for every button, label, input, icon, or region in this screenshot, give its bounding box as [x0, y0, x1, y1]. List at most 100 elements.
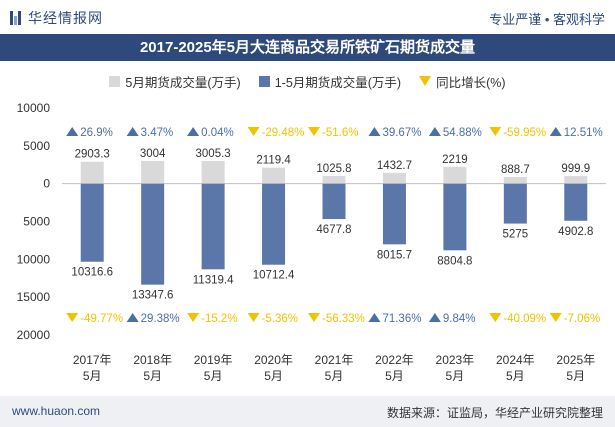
y-tick-label: 5000 — [23, 215, 50, 229]
footer: www.huaon.com 数据来源：证监局，华经产业研究院整理 — [0, 396, 615, 427]
triangle-down-icon — [308, 313, 320, 322]
top-bar: 华经情报网 专业严谨 • 客观科学 — [0, 0, 615, 34]
footer-source: 数据来源：证监局，华经产业研究院整理 — [386, 406, 603, 420]
growth-label-ytd: -5.36% — [262, 313, 298, 325]
triangle-down-icon — [489, 127, 502, 136]
data-label-ytd: 8804.8 — [437, 255, 472, 267]
x-tick-label: 2024年 5月 — [496, 353, 535, 383]
growth-label-ytd: -40.09% — [503, 313, 546, 325]
growth-label-monthly: 26.9% — [80, 127, 113, 139]
x-tick-label: 2025年 5月 — [556, 353, 595, 383]
bar-ytd — [382, 183, 406, 245]
growth-label-ytd: -7.06% — [564, 313, 600, 325]
triangle-down-icon — [187, 313, 200, 322]
x-tick-label: 2017年 5月 — [73, 353, 112, 383]
bar-monthly — [443, 166, 467, 184]
data-label-monthly: 1432.7 — [377, 160, 412, 172]
growth-label-ytd: -56.33% — [322, 313, 365, 325]
data-label-ytd: 8015.7 — [377, 249, 412, 261]
data-label-monthly: 999.9 — [561, 163, 590, 175]
x-tick-label: 2022年 5月 — [375, 353, 414, 383]
y-tick-label: 10000 — [17, 252, 51, 266]
y-tick-label: 20000 — [17, 328, 51, 342]
data-label-ytd: 5275 — [503, 229, 529, 241]
legend-item-monthly: 5月期货成交量(万手) — [109, 72, 241, 91]
data-label-ytd: 10712.4 — [253, 270, 295, 282]
data-label-monthly: 2219 — [442, 154, 468, 166]
y-tick-label: 15000 — [17, 290, 51, 304]
growth-label-ytd: -15.2% — [201, 313, 237, 325]
bar-monthly — [201, 160, 225, 184]
x-tick-label: 2021年 5月 — [315, 353, 354, 383]
triangle-up-icon — [126, 127, 139, 136]
chart-plot: 10000 5000 0 5000 10000 15000 20000 2903.3 10316… — [17, 101, 606, 383]
triangle-down-icon — [549, 313, 562, 322]
data-label-monthly: 2903.3 — [75, 149, 110, 161]
growth-label-monthly: 3.47% — [141, 127, 174, 139]
growth-label-ytd: -49.77% — [80, 313, 123, 325]
bar-ytd — [564, 183, 588, 221]
growth-label-monthly: -59.95% — [503, 127, 546, 139]
bar-monthly — [141, 160, 165, 184]
data-label-monthly: 2119.4 — [256, 155, 291, 167]
triangle-up-icon — [126, 313, 139, 322]
y-tick-label: 10000 — [17, 101, 51, 115]
bar-ytd — [443, 183, 467, 251]
legend-label-growth: 同比增长(%) — [436, 75, 506, 90]
chart-legend: 5月期货成交量(万手) 1-5月期货成交量(万手) 同比增长(%) — [0, 70, 615, 92]
y-tick-label: 5000 — [23, 139, 50, 153]
bar-ytd — [201, 183, 225, 270]
y-tick-label: 0 — [43, 177, 50, 191]
data-label-ytd: 4677.8 — [316, 224, 351, 236]
growth-label-monthly: 12.51% — [564, 127, 603, 139]
triangle-down-icon — [489, 313, 502, 322]
x-tick-label: 2023年 5月 — [436, 353, 475, 383]
data-label-monthly: 1025.8 — [316, 163, 351, 175]
bar-ytd — [322, 183, 346, 220]
triangle-up-icon — [368, 313, 381, 322]
bar-ytd — [80, 183, 104, 262]
legend-swatch-gray — [109, 75, 121, 87]
legend-label-ytd: 1-5月期货成交量(万手) — [274, 75, 402, 90]
logo-bars-icon — [10, 11, 22, 25]
data-label-ytd: 10316.6 — [71, 267, 113, 279]
triangle-down-icon — [308, 127, 320, 136]
legend-item-ytd: 1-5月期货成交量(万手) — [258, 72, 402, 91]
triangle-up-icon — [368, 127, 381, 136]
bar-monthly — [322, 175, 346, 184]
triangle-down-icon — [247, 313, 260, 322]
bar-monthly — [382, 172, 406, 184]
growth-label-monthly: -51.6% — [322, 127, 358, 139]
brand-name: 华经情报网 — [28, 10, 103, 26]
footer-website: www.huaon.com — [12, 404, 101, 418]
data-label-monthly: 3005.3 — [196, 148, 231, 160]
chart-title: 2017-2025年5月大连商品交易所铁矿石期货成交量 — [0, 34, 615, 61]
growth-label-monthly: 39.67% — [382, 127, 421, 139]
bar-monthly — [262, 167, 286, 184]
triangle-up-icon — [428, 127, 441, 136]
legend-item-growth: 同比增长(%) — [419, 72, 506, 91]
legend-label-monthly: 5月期货成交量(万手) — [125, 75, 241, 90]
x-tick-label: 2019年 5月 — [194, 353, 233, 383]
triangle-up-icon — [549, 127, 562, 136]
data-label-ytd: 13347.6 — [132, 290, 174, 302]
brand-logo: 华经情报网 — [10, 8, 103, 28]
triangle-down-icon — [66, 313, 79, 322]
triangle-up-icon — [66, 127, 79, 136]
growth-label-monthly: -29.48% — [262, 127, 305, 139]
growth-label-ytd: 9.84% — [443, 313, 476, 325]
growth-label-monthly: 0.04% — [201, 127, 234, 139]
bar-ytd — [503, 183, 527, 224]
data-label-ytd: 11319.4 — [193, 274, 234, 286]
triangle-up-icon — [428, 313, 441, 322]
bar-ytd — [141, 183, 165, 285]
bar-monthly — [80, 161, 104, 184]
growth-label-ytd: 29.38% — [141, 313, 180, 325]
data-label-ytd: 4902.8 — [558, 226, 593, 238]
data-label-monthly: 888.7 — [501, 164, 530, 176]
data-label-monthly: 3004 — [140, 148, 166, 160]
tagline: 专业严谨 • 客观科学 — [489, 12, 605, 27]
triangle-down-icon — [419, 76, 432, 86]
triangle-up-icon — [187, 127, 200, 136]
